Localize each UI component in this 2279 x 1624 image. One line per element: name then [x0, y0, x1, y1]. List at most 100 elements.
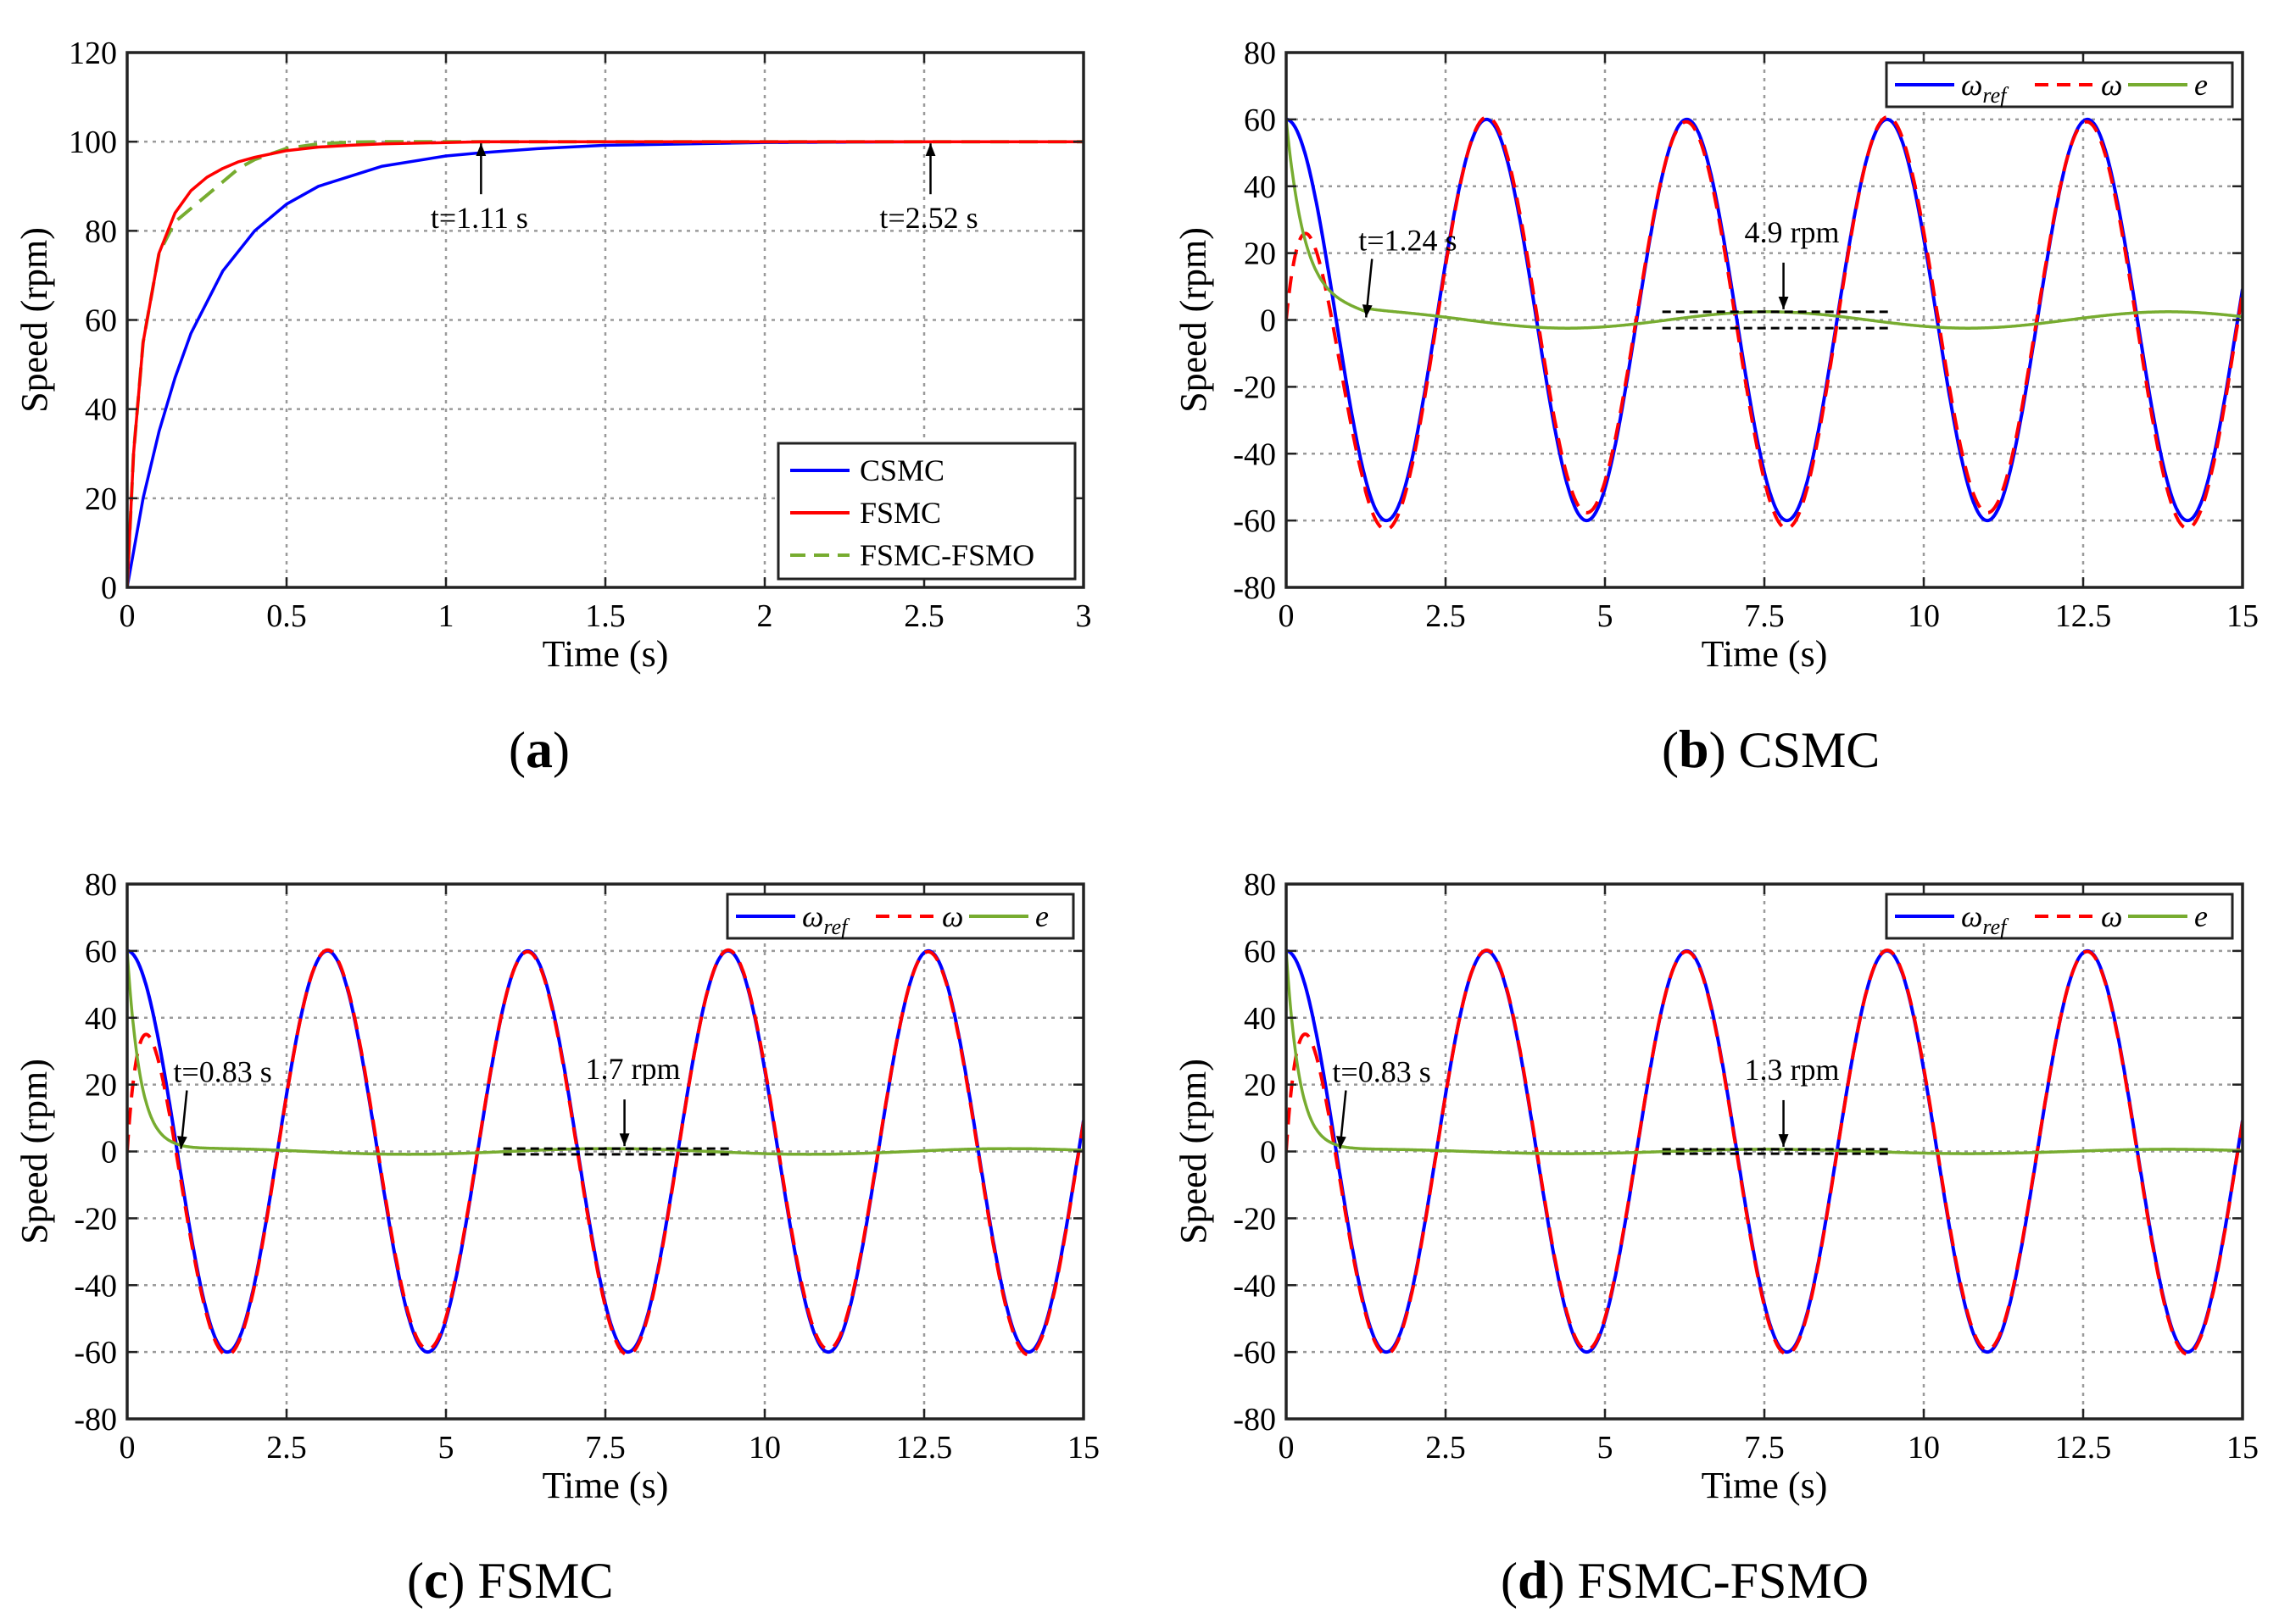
ripple-arrow-head [619, 1133, 630, 1147]
panel-caption: (c) FSMC [407, 1549, 613, 1610]
x-tick-label: 2.5 [266, 1430, 307, 1465]
settle-arrow-head [177, 1136, 187, 1149]
x-tick-label: 10 [1908, 598, 1940, 634]
ripple-annotation: 1.3 rpm [1745, 1053, 1840, 1087]
legend: ωref ω e [1885, 61, 2234, 108]
x-tick-label: 3 [1076, 598, 1092, 634]
x-tick-label: 7.5 [1744, 1430, 1785, 1465]
y-tick-label: -80 [74, 1402, 117, 1438]
y-tick-label: -80 [1233, 1402, 1276, 1438]
legend: CSMC FSMC FSMC-FSMO [777, 442, 1077, 581]
legend-label: ω [942, 899, 963, 933]
legend-label: ωref [802, 899, 850, 939]
legend-label: FSMC [860, 496, 941, 530]
x-tick-label: 5 [1597, 598, 1613, 634]
chart-a: 0 0.5 1 1.5 2 2.5 3 0 20 40 60 80 100 120 Time (s) Spee… [14, 36, 1092, 779]
y-tick-label: 60 [1244, 103, 1276, 138]
x-tick-label: 2.5 [904, 598, 944, 634]
y-tick-label: 20 [85, 481, 117, 517]
y-tick-label: -60 [1233, 503, 1276, 539]
ripple-arrow-head [1778, 296, 1789, 309]
omega-ref-line [1286, 948, 2243, 1354]
y-tick-label: 0 [1260, 1135, 1276, 1171]
ripple-annotation: 4.9 rpm [1745, 215, 1840, 249]
legend-label: e [1035, 899, 1049, 933]
panel-letter: c [424, 1549, 448, 1610]
y-axis-label: Speed (rpm) [1173, 227, 1214, 413]
y-tick-label: 0 [101, 1135, 117, 1171]
x-tick-label: 7.5 [585, 1430, 626, 1465]
y-axis-label: Speed (rpm) [14, 227, 55, 413]
x-tick-label: 15 [2226, 598, 2259, 634]
settle-annotation: t=1.24 s [1358, 224, 1457, 258]
y-tick-label: -40 [74, 1268, 117, 1304]
x-axis-label: Time (s) [1702, 1465, 1828, 1506]
x-tick-label: 2.5 [1425, 1430, 1466, 1465]
settle-arrow-head [1362, 304, 1373, 318]
y-tick-label: 120 [69, 36, 117, 71]
x-tick-label: 0.5 [266, 598, 307, 634]
y-tick-label: 60 [85, 934, 117, 970]
x-tick-label: 15 [1067, 1430, 1100, 1465]
x-tick-label: 0 [1279, 1430, 1295, 1465]
legend-label: ωref [1961, 68, 2009, 108]
x-tick-label: 12.5 [896, 1430, 953, 1465]
y-tick-label: 40 [85, 392, 117, 428]
y-tick-label: 80 [85, 214, 117, 249]
x-tick-label: 7.5 [1744, 598, 1785, 634]
annotation-text: t=1.11 s [431, 201, 528, 235]
x-axis-label: Time (s) [543, 1465, 669, 1506]
panel-caption: (b) CSMC [1662, 719, 1880, 779]
ripple-arrow-head [1778, 1134, 1789, 1147]
settle-annotation: t=0.83 s [173, 1055, 271, 1089]
y-tick-label: -20 [74, 1201, 117, 1237]
panel-caption: (a) [509, 719, 570, 779]
x-tick-label: 0 [1279, 598, 1295, 634]
y-tick-label: 100 [69, 125, 117, 160]
x-axis-label: Time (s) [543, 633, 669, 675]
panel-letter: b [1679, 719, 1709, 779]
x-tick-label: 15 [2226, 1430, 2259, 1465]
y-tick-label: 80 [1244, 867, 1276, 903]
chart-c: 0 2.5 5 7.5 10 12.5 15 -80 -60 -40 -20 0 20 40 60 80 Tim… [14, 867, 1100, 1610]
y-tick-label: -40 [1233, 437, 1276, 472]
settle-arrow-head [1336, 1136, 1346, 1149]
panel-letter: a [526, 719, 553, 779]
x-tick-label: 10 [749, 1430, 781, 1465]
panel-caption: (d) FSMC-FSMO [1501, 1549, 1869, 1610]
legend: ωref ω e [1885, 893, 2234, 940]
chart-d: 0 2.5 5 7.5 10 12.5 15 -80 -60 -40 -20 0 20 40 60 80 Tim… [1173, 867, 2259, 1610]
panel-letter: d [1518, 1549, 1548, 1610]
legend-label: e [2194, 899, 2208, 933]
x-axis-label: Time (s) [1702, 633, 1828, 675]
legend-label: ωref [1961, 899, 2009, 939]
y-tick-label: 0 [101, 570, 117, 606]
annotation-arrow-head [925, 143, 936, 157]
legend-label: ω [2101, 68, 2122, 102]
y-axis-label: Speed (rpm) [1173, 1059, 1214, 1244]
x-tick-label: 12.5 [2055, 598, 2112, 634]
settle-annotation: t=0.83 s [1332, 1055, 1430, 1089]
legend: ωref ω e [726, 893, 1075, 940]
legend-label: FSMC-FSMO [860, 538, 1034, 572]
x-tick-label: 5 [438, 1430, 454, 1465]
y-tick-label: 0 [1260, 303, 1276, 339]
y-tick-label: 40 [85, 1001, 117, 1037]
annotation-arrow-head [476, 143, 487, 157]
legend-label: e [2194, 68, 2208, 102]
x-tick-label: 1 [438, 598, 454, 634]
y-tick-label: -60 [1233, 1335, 1276, 1371]
y-tick-label: 80 [1244, 36, 1276, 71]
y-tick-label: 60 [85, 303, 117, 339]
chart-b: 0 2.5 5 7.5 10 12.5 15 -80 -60 -40 -20 0 20 40 60 80 Tim… [1173, 36, 2259, 779]
y-tick-label: 40 [1244, 170, 1276, 205]
y-axis-label: Speed (rpm) [14, 1059, 55, 1244]
y-tick-label: -60 [74, 1335, 117, 1371]
x-tick-label: 0 [120, 1430, 136, 1465]
y-tick-label: 20 [85, 1068, 117, 1104]
y-tick-label: -20 [1233, 370, 1276, 405]
annotation-text: t=2.52 s [879, 201, 978, 235]
y-tick-label: -40 [1233, 1268, 1276, 1304]
fsmc-line [127, 140, 1084, 587]
